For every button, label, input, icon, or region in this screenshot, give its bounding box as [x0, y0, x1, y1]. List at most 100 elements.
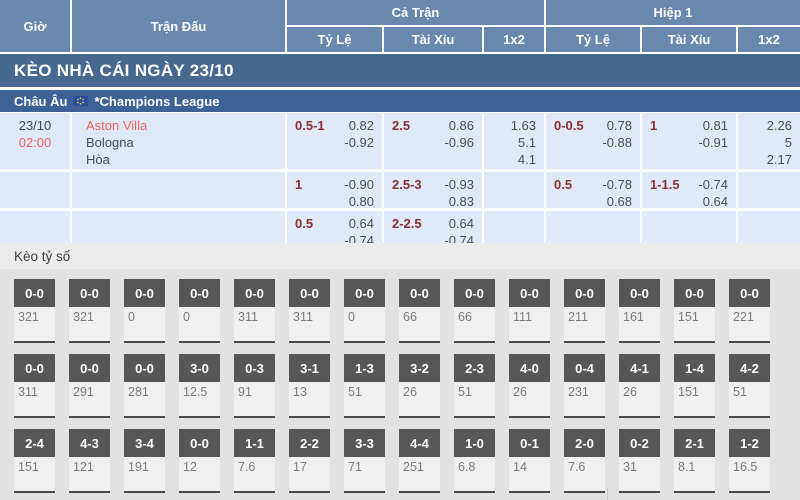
score-label: 0-0 — [124, 279, 165, 307]
score-odds-value: 251 — [399, 457, 440, 493]
score-card[interactable]: 0-0 311 — [289, 279, 330, 343]
odds-value[interactable]: 0.64 — [448, 216, 474, 231]
score-odds-value: 311 — [14, 382, 55, 418]
odds-value[interactable]: 1.63 — [510, 118, 536, 133]
ft-1x2-odds[interactable]: 1.63 5.1 4.1 — [484, 113, 544, 169]
score-label: 0-0 — [454, 279, 495, 307]
odds-value[interactable]: -0.96 — [444, 135, 474, 150]
home-team[interactable]: Aston Villa — [86, 118, 148, 133]
score-card[interactable]: 3-3 71 — [344, 429, 385, 493]
score-card[interactable]: 2-0 7.6 — [564, 429, 605, 493]
ft-overunder-odds[interactable]: 2.5 0.86 -0.96 — [384, 113, 482, 169]
score-card[interactable]: 2-1 8.1 — [674, 429, 715, 493]
odds-value[interactable]: 0.83 — [448, 194, 474, 209]
h1-overunder-odds[interactable]: 1 0.81 -0.91 — [642, 113, 736, 169]
score-card[interactable]: 4-0 26 — [509, 354, 550, 418]
score-card[interactable]: 0-0 311 — [14, 354, 55, 418]
h1-1x2-odds[interactable]: 2.26 5 2.17 — [738, 113, 800, 169]
score-card[interactable]: 1-3 51 — [344, 354, 385, 418]
score-card[interactable]: 0-0 12 — [179, 429, 220, 493]
score-card[interactable]: 1-4 151 — [674, 354, 715, 418]
odds-value[interactable]: -0.92 — [344, 135, 374, 150]
h1-handicap-odds[interactable]: 0.5 -0.78 0.68 — [546, 172, 640, 209]
odds-value[interactable]: 0.81 — [702, 118, 728, 133]
odds-value[interactable]: 0.82 — [348, 118, 374, 133]
odds-value[interactable]: 4.1 — [517, 152, 536, 167]
odds-value[interactable]: 0.64 — [702, 194, 728, 209]
h1-handicap-odds[interactable]: 0-0.5 0.78 -0.88 — [546, 113, 640, 169]
odds-value[interactable]: 0.64 — [348, 216, 374, 231]
score-card[interactable]: 0-0 321 — [69, 279, 110, 343]
score-label: 1-1 — [234, 429, 275, 457]
score-card[interactable]: 0-0 281 — [124, 354, 165, 418]
odds-value[interactable]: -0.88 — [602, 135, 632, 150]
score-card[interactable]: 2-4 151 — [14, 429, 55, 493]
score-label: 0-0 — [179, 429, 220, 457]
ft-handicap-odds[interactable]: 1 -0.90 0.80 — [287, 172, 382, 209]
score-card[interactable]: 0-0 211 — [564, 279, 605, 343]
score-card[interactable]: 0-0 0 — [124, 279, 165, 343]
ft-overunder-odds[interactable]: 2-2.5 0.64 -0.74 — [384, 211, 482, 248]
odds-value[interactable]: -0.74 — [698, 177, 728, 192]
score-card[interactable]: 3-0 12.5 — [179, 354, 220, 418]
score-card[interactable]: 2-2 17 — [289, 429, 330, 493]
league-region: Châu Âu — [14, 93, 68, 109]
overunder-line: 1 — [650, 118, 658, 133]
away-team[interactable]: Bologna — [86, 135, 134, 150]
score-card[interactable]: 0-1 14 — [509, 429, 550, 493]
score-card[interactable]: 0-0 66 — [454, 279, 495, 343]
score-label: 0-0 — [344, 279, 385, 307]
score-card[interactable]: 4-4 251 — [399, 429, 440, 493]
score-card[interactable]: 1-2 16.5 — [729, 429, 770, 493]
score-odds-value: 211 — [564, 307, 605, 343]
ft-handicap-odds[interactable]: 0.5-1 0.82 -0.92 — [287, 113, 382, 169]
odds-value[interactable]: 5 — [784, 135, 792, 150]
correct-score-section: Kèo tỷ số 0-0 321 0-0 321 0-0 0 0-0 0 0-… — [0, 243, 800, 500]
score-card[interactable]: 0-0 111 — [509, 279, 550, 343]
score-card[interactable]: 4-1 26 — [619, 354, 660, 418]
odds-value[interactable]: -0.78 — [602, 177, 632, 192]
score-odds-value: 12.5 — [179, 382, 220, 418]
score-card[interactable]: 3-4 191 — [124, 429, 165, 493]
score-label: 0-1 — [509, 429, 550, 457]
odds-value[interactable]: -0.93 — [444, 177, 474, 192]
odds-value[interactable]: 0.78 — [606, 118, 632, 133]
odds-value[interactable]: 2.17 — [766, 152, 792, 167]
odds-value[interactable]: -0.91 — [698, 135, 728, 150]
h1-overunder-odds[interactable]: 1-1.5 -0.74 0.64 — [642, 172, 736, 209]
odds-value[interactable]: 5.1 — [517, 135, 536, 150]
score-card[interactable]: 3-2 26 — [399, 354, 440, 418]
score-card[interactable]: 0-0 291 — [69, 354, 110, 418]
score-card[interactable]: 0-4 231 — [564, 354, 605, 418]
odds-value[interactable]: 0.80 — [348, 194, 374, 209]
ft-overunder-odds[interactable]: 2.5-3 -0.93 0.83 — [384, 172, 482, 209]
score-card[interactable]: 0-2 31 — [619, 429, 660, 493]
score-card[interactable]: 2-3 51 — [454, 354, 495, 418]
odds-value[interactable]: 0.86 — [448, 118, 474, 133]
score-card[interactable]: 0-0 151 — [674, 279, 715, 343]
score-card[interactable]: 4-3 121 — [69, 429, 110, 493]
match-teams-cell[interactable]: Aston Villa Bologna Hòa — [72, 113, 285, 169]
score-card[interactable]: 1-1 7.6 — [234, 429, 275, 493]
match-odds-table: 23/10 02:00 Aston Villa Bologna Hòa 0.5-… — [0, 113, 800, 248]
score-card[interactable]: 0-0 321 — [14, 279, 55, 343]
score-card[interactable]: 0-3 91 — [234, 354, 275, 418]
score-label: 4-2 — [729, 354, 770, 382]
score-card[interactable]: 4-2 51 — [729, 354, 770, 418]
odds-value[interactable]: 0.68 — [606, 194, 632, 209]
score-card[interactable]: 1-0 6.8 — [454, 429, 495, 493]
score-card[interactable]: 3-1 13 — [289, 354, 330, 418]
score-card[interactable]: 0-0 221 — [729, 279, 770, 343]
score-odds-value: 16.5 — [729, 457, 770, 493]
score-odds-value: 0 — [124, 307, 165, 343]
score-card[interactable]: 0-0 311 — [234, 279, 275, 343]
score-card[interactable]: 0-0 0 — [179, 279, 220, 343]
odds-value[interactable]: 2.26 — [766, 118, 792, 133]
score-card[interactable]: 0-0 161 — [619, 279, 660, 343]
score-card[interactable]: 0-0 0 — [344, 279, 385, 343]
odds-value[interactable]: -0.90 — [344, 177, 374, 192]
score-odds-value: 51 — [454, 382, 495, 418]
score-card[interactable]: 0-0 66 — [399, 279, 440, 343]
ft-handicap-odds[interactable]: 0.5 0.64 -0.74 — [287, 211, 382, 248]
handicap-line: 0.5 — [295, 216, 314, 231]
